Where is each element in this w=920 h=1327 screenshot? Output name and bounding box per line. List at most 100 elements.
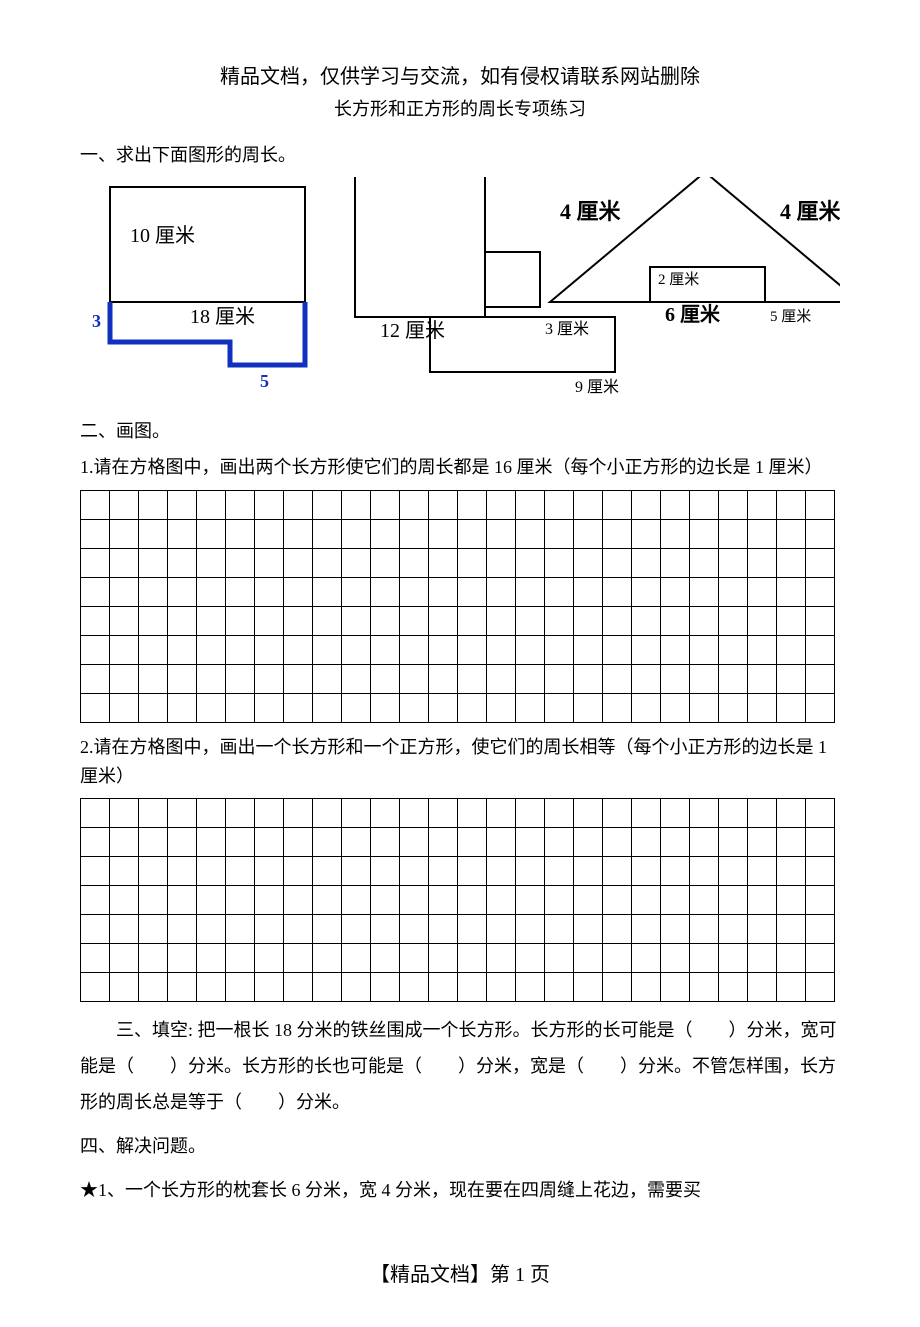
grid-cell [516, 548, 545, 577]
grid-cell [632, 886, 661, 915]
grid-cell [603, 886, 632, 915]
grid-cell [342, 490, 371, 519]
grid-cell [226, 577, 255, 606]
grid-cell [516, 635, 545, 664]
fig3-small-top: 2 厘米 [658, 271, 699, 288]
grid-cell [632, 799, 661, 828]
grid-cell [139, 828, 168, 857]
grid-cell [458, 944, 487, 973]
section3-body: 把一根长 18 分米的铁丝围成一个长方形。长方形的长可能是（ ）分米，宽可能是（… [80, 1020, 837, 1112]
grid-cell [690, 490, 719, 519]
grid-cell [197, 944, 226, 973]
grid-cell [197, 857, 226, 886]
grid-cell [342, 548, 371, 577]
grid-cell [487, 606, 516, 635]
grid-cell [284, 490, 313, 519]
grid-cell [661, 693, 690, 722]
grid-cell [516, 857, 545, 886]
grid-cell [400, 635, 429, 664]
grid-cell [284, 886, 313, 915]
grid-cell [226, 635, 255, 664]
grid-cell [806, 635, 835, 664]
grid-cell [255, 973, 284, 1002]
section2-q1: 1.请在方格图中，画出两个长方形使它们的周长都是 16 厘米（每个小正方形的边长… [80, 453, 840, 482]
grid-cell [719, 799, 748, 828]
grid-cell [458, 915, 487, 944]
grid-cell [574, 828, 603, 857]
grid-cell [197, 799, 226, 828]
grid-cell [748, 693, 777, 722]
grid-cell [168, 577, 197, 606]
grid-cell [197, 606, 226, 635]
grid-cell [255, 577, 284, 606]
grid-cell [574, 519, 603, 548]
grid-cell [487, 857, 516, 886]
grid-cell [313, 857, 342, 886]
grid-cell [110, 915, 139, 944]
grid-cell [545, 490, 574, 519]
grid-cell [719, 944, 748, 973]
grid-cell [371, 635, 400, 664]
grid-cell [719, 490, 748, 519]
grid-cell [139, 857, 168, 886]
grid-cell [632, 693, 661, 722]
grid-cell [777, 490, 806, 519]
grid-cell [603, 857, 632, 886]
grid-cell [690, 857, 719, 886]
grid-cell [574, 944, 603, 973]
grid-cell [516, 799, 545, 828]
grid-cell [632, 606, 661, 635]
grid-1 [80, 490, 835, 723]
grid-cell [806, 693, 835, 722]
grid-cell [371, 664, 400, 693]
grid-cell [139, 799, 168, 828]
grid-cell [574, 490, 603, 519]
grid-cell [545, 577, 574, 606]
grid-cell [545, 519, 574, 548]
grid-cell [342, 973, 371, 1002]
grid-cell [545, 886, 574, 915]
grid-cell [574, 664, 603, 693]
grid-cell [110, 490, 139, 519]
grid-cell [487, 664, 516, 693]
grid-cell [284, 915, 313, 944]
grid-cell [748, 548, 777, 577]
section2-heading: 二、画图。 [80, 417, 840, 443]
grid-cell [719, 973, 748, 1002]
section2-q2: 2.请在方格图中，画出一个长方形和一个正方形，使它们的周长相等（每个小正方形的边… [80, 733, 840, 791]
grid-cell [516, 693, 545, 722]
grid-cell [545, 606, 574, 635]
fig2-side-label: 12 厘米 [380, 319, 445, 342]
grid-cell [777, 857, 806, 886]
grid-cell [632, 635, 661, 664]
grid-cell [81, 519, 110, 548]
grid-cell [226, 693, 255, 722]
grid-cell [661, 519, 690, 548]
grid-cell [400, 886, 429, 915]
grid-cell [719, 828, 748, 857]
grid-cell [516, 944, 545, 973]
grid-cell [255, 490, 284, 519]
grid-cell [719, 915, 748, 944]
figures-svg: 10 厘米 3 18 厘米 5 12 厘米 3 厘米 9 厘米 4 厘米 4 厘… [80, 177, 840, 407]
fig1-notch-h: 3 [92, 311, 101, 331]
grid-cell [313, 886, 342, 915]
grid-cell [139, 693, 168, 722]
grid-cell [400, 915, 429, 944]
grid-cell [81, 857, 110, 886]
grid-cell [777, 606, 806, 635]
grid-cell [487, 490, 516, 519]
grid-cell [487, 944, 516, 973]
grid-cell [284, 857, 313, 886]
grid-cell [719, 693, 748, 722]
grid-cell [748, 973, 777, 1002]
grid-cell [168, 799, 197, 828]
grid-cell [168, 828, 197, 857]
grid-cell [487, 886, 516, 915]
grid-cell [429, 915, 458, 944]
grid-cell [806, 577, 835, 606]
grid-cell [313, 828, 342, 857]
grid-cell [661, 635, 690, 664]
grid-cell [458, 693, 487, 722]
grid-cell [806, 886, 835, 915]
